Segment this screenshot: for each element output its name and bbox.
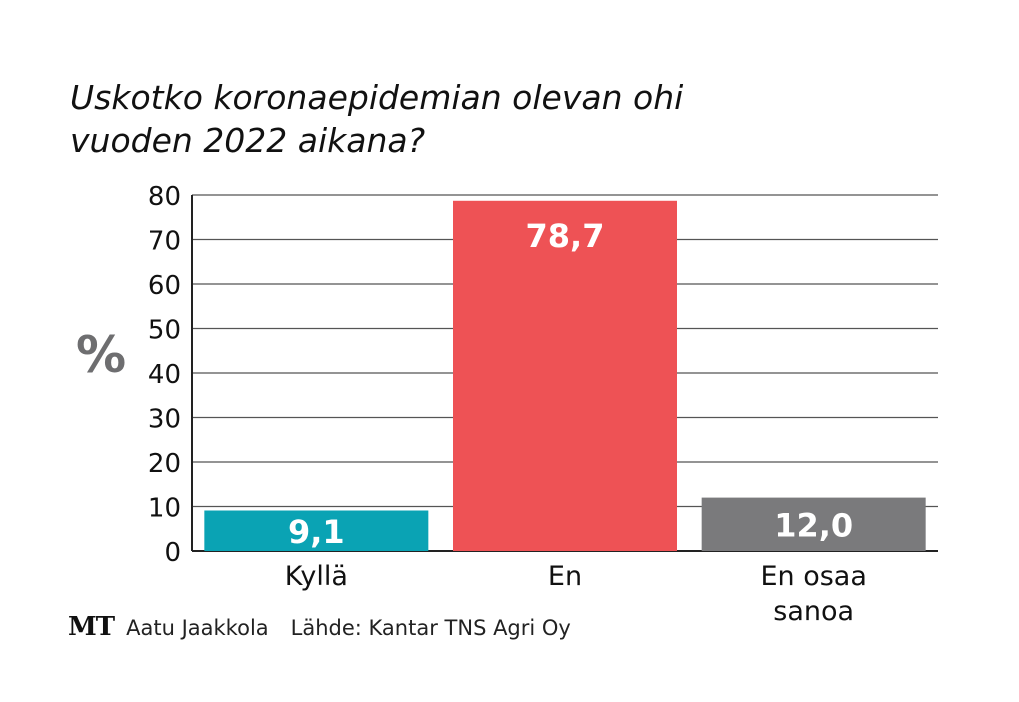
y-tick-label: 80	[148, 182, 181, 212]
category-label: En osaa	[760, 561, 866, 592]
footer: MT Aatu Jaakkola Lähde: Kantar TNS Agri …	[68, 612, 571, 642]
y-tick-label: 70	[148, 227, 181, 257]
value-label: 78,7	[526, 217, 605, 255]
bars	[204, 200, 926, 551]
y-tick-label: 30	[148, 405, 181, 435]
bar	[204, 510, 429, 551]
category-label: sanoa	[773, 596, 854, 627]
category-label: Kyllä	[285, 561, 348, 592]
value-label: 12,0	[774, 506, 853, 544]
chart-title-line-2: vuoden 2022 aikana?	[70, 121, 426, 160]
y-axis-label: %	[76, 326, 126, 384]
bar	[453, 200, 677, 551]
source-credit: Lähde: Kantar TNS Agri Oy	[290, 616, 571, 640]
y-axis-ticks: 0 10 20 30 40 50 60 70 80	[148, 182, 181, 568]
y-tick-label: 50	[148, 316, 181, 346]
y-tick-label: 60	[148, 271, 181, 301]
y-tick-label: 0	[164, 538, 181, 568]
category-label: En	[548, 561, 582, 592]
bar	[701, 497, 926, 551]
author-credit: Aatu Jaakkola	[126, 616, 269, 640]
y-tick-label: 20	[148, 449, 181, 479]
value-labels: 9,1 78,7 12,0	[288, 217, 853, 551]
chart-title: Uskotko koronaepidemian olevan ohi vuode…	[70, 76, 683, 162]
mt-logo: MT	[68, 612, 115, 642]
value-label: 9,1	[288, 513, 345, 551]
y-tick-label: 40	[148, 360, 181, 390]
x-axis-labels: Kyllä En En osaa sanoa	[285, 561, 867, 627]
y-tick-label: 10	[148, 494, 181, 524]
chart-title-line-1: Uskotko koronaepidemian olevan ohi	[70, 78, 684, 117]
